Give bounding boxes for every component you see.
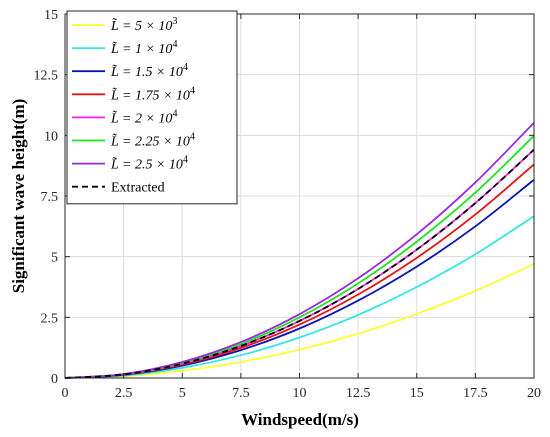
legend-label-text: L̃ = 2.25 × 10 — [110, 133, 190, 149]
legend-label-exponent: 4 — [172, 108, 177, 119]
y-tick-labels: 0 2.5 5 7.5 10 12.5 15 — [34, 8, 59, 387]
legend-label-text: L̃ = 2.5 × 10 — [110, 156, 183, 172]
x-tick-label: 0 — [62, 386, 69, 401]
x-tick-label: 7.5 — [232, 386, 250, 401]
legend-label-exponent: 3 — [172, 16, 177, 27]
legend-box — [66, 10, 238, 205]
y-tick-label: 5 — [51, 251, 58, 266]
x-tick-label: 12.5 — [346, 386, 371, 401]
legend-label-exponent: 4 — [190, 132, 195, 143]
series-line-1 — [64, 215, 535, 379]
legend-label-exponent: 4 — [183, 155, 188, 166]
legend-label-1: L̃ = 1 × 104 — [110, 39, 177, 57]
legend-label-text: L̃ = 2 × 10 — [110, 110, 172, 126]
legend-label-text: L̃ = 1 × 10 — [110, 41, 172, 57]
x-tick-label: 2.5 — [115, 386, 133, 401]
x-tick-label: 17.5 — [463, 386, 488, 401]
series-lines — [64, 122, 535, 379]
legend-label-6: L̃ = 2.5 × 104 — [110, 155, 188, 173]
x-tick-labels: 0 2.5 5 7.5 10 12.5 15 17.5 20 — [62, 386, 542, 401]
y-tick-label: 10 — [44, 129, 58, 144]
legend-label-5: L̃ = 2.25 × 104 — [110, 132, 195, 150]
axis-ticks — [64, 13, 535, 379]
legend-label-text: L̃ = 1.5 × 10 — [110, 64, 183, 80]
legend-label-exponent: 4 — [172, 39, 177, 50]
series-line-7 — [64, 148, 535, 379]
y-tick-label: 2.5 — [41, 311, 59, 326]
x-tick-label: 15 — [410, 386, 424, 401]
legend-label-exponent: 4 — [190, 85, 195, 96]
legend-label-4: L̃ = 2 × 104 — [110, 108, 177, 126]
y-tick-label: 0 — [51, 372, 58, 387]
legend-label-exponent: 4 — [183, 62, 188, 73]
y-tick-label: 12.5 — [34, 69, 59, 84]
legend-label-text: L̃ = 5 × 10 — [110, 18, 172, 34]
y-axis-title: Significant wave height(m) — [9, 99, 28, 294]
x-tick-label: 20 — [527, 386, 541, 401]
x-tick-label: 5 — [179, 386, 186, 401]
y-tick-label: 7.5 — [41, 190, 59, 205]
x-tick-label: 10 — [293, 386, 307, 401]
legend-label-0: L̃ = 5 × 103 — [110, 16, 177, 34]
series-line-0 — [64, 263, 535, 379]
y-tick-label: 15 — [44, 8, 58, 23]
legend-label-3: L̃ = 1.75 × 104 — [110, 85, 195, 103]
legend-label-2: L̃ = 1.5 × 104 — [110, 62, 188, 80]
x-axis-title: Windspeed(m/s) — [241, 410, 359, 429]
legend-label-7: Extracted — [111, 181, 165, 196]
legend-label-text: L̃ = 1.75 × 10 — [110, 87, 190, 103]
legend-label-text: Extracted — [111, 181, 165, 196]
